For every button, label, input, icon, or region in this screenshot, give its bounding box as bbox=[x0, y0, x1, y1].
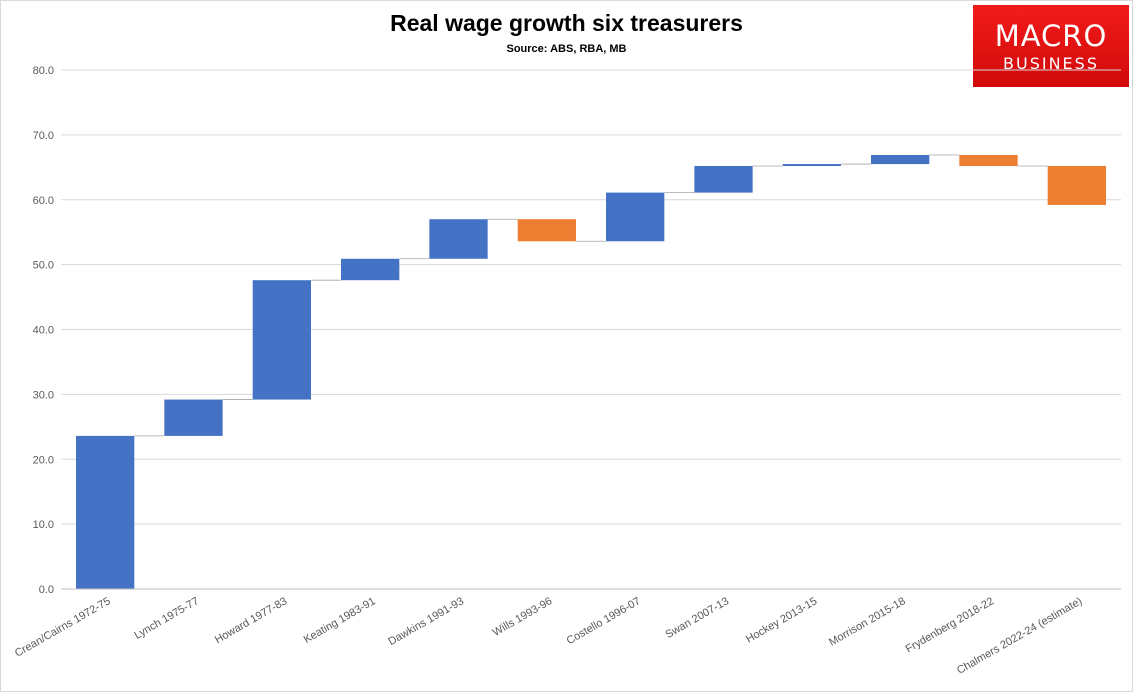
y-tick-label: 80.0 bbox=[33, 65, 54, 77]
y-tick-label: 20.0 bbox=[33, 454, 54, 466]
x-tick-label: Costello 1996-07 bbox=[565, 595, 643, 647]
waterfall-bar bbox=[252, 280, 311, 400]
waterfall-bar bbox=[694, 166, 753, 193]
waterfall-bar bbox=[429, 219, 488, 259]
x-tick-label: Hockey 2013-15 bbox=[744, 595, 819, 645]
x-tick-label: Lynch 1975-77 bbox=[132, 595, 201, 642]
y-tick-label: 10.0 bbox=[33, 519, 54, 531]
x-tick-label: Keating 1983-91 bbox=[302, 595, 378, 646]
logo-line-2: BUSINESS bbox=[1003, 54, 1099, 73]
x-tick-label: Crean/Cairns 1972-75 bbox=[13, 595, 113, 660]
waterfall-bar bbox=[1047, 166, 1106, 205]
y-tick-label: 50.0 bbox=[33, 260, 54, 272]
macrobusiness-logo: MACRO BUSINESS bbox=[973, 5, 1129, 87]
waterfall-bar bbox=[782, 164, 841, 167]
x-tick-label: Howard 1977-83 bbox=[213, 595, 289, 646]
x-tick-label: Frydenberg 2018-22 bbox=[904, 595, 996, 655]
waterfall-bar bbox=[959, 154, 1018, 167]
y-tick-label: 60.0 bbox=[33, 195, 54, 207]
y-tick-label: 40.0 bbox=[33, 325, 54, 337]
x-tick-label: Dawkins 1991-93 bbox=[386, 595, 466, 648]
y-tick-label: 0.0 bbox=[39, 584, 54, 596]
waterfall-bar bbox=[606, 192, 665, 242]
waterfall-bar bbox=[164, 399, 223, 436]
waterfall-bar bbox=[76, 435, 135, 589]
x-tick-label: Morrison 2015-18 bbox=[827, 595, 908, 649]
waterfall-bar bbox=[517, 219, 576, 242]
logo-line-1: MACRO bbox=[994, 19, 1108, 53]
x-tick-label: Wills 1993-96 bbox=[491, 595, 555, 639]
y-tick-label: 70.0 bbox=[33, 130, 54, 142]
waterfall-bar bbox=[871, 154, 930, 165]
waterfall-bar bbox=[341, 258, 400, 281]
chart-title: Real wage growth six treasurers bbox=[390, 10, 743, 36]
x-tick-label: Swan 2007-13 bbox=[664, 595, 731, 641]
y-tick-label: 30.0 bbox=[33, 389, 54, 401]
chart-subtitle: Source: ABS, RBA, MB bbox=[506, 43, 627, 55]
